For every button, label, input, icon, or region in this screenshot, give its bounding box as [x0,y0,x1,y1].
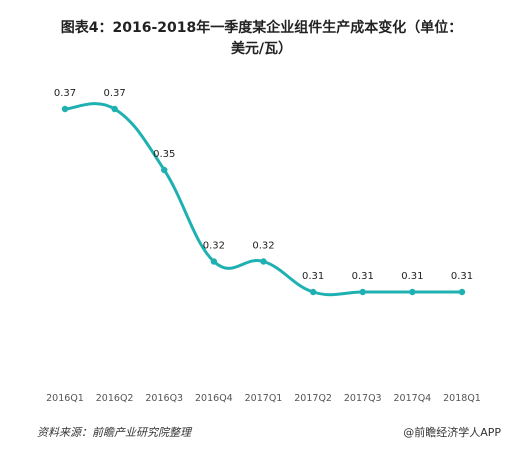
data-label: 0.35 [153,149,175,160]
data-point [210,258,218,265]
x-tick-label: 2016Q2 [96,393,134,404]
x-tick-label: 2017Q3 [344,393,382,404]
data-point [61,105,69,113]
x-tick-label: 2018Q1 [443,393,481,404]
data-point [359,288,366,296]
data-point [260,258,267,265]
x-tick-label: 2016Q3 [145,393,183,404]
data-point [458,288,466,296]
data-label: 0.37 [103,88,125,99]
x-tick-label: 2017Q4 [394,393,432,404]
chart-title: 图表4：2016-2018年一季度某企业组件生产成本变化（单位： 美元/瓦） [0,18,523,60]
data-label: 0.32 [252,241,274,252]
data-point [309,288,317,296]
source-note: 资料来源：前瞻产业研究院整理 [37,426,191,439]
x-tick-label: 2016Q4 [195,393,233,404]
data-label: 0.31 [302,271,324,282]
data-point [161,166,168,174]
x-tick-label: 2016Q1 [46,393,84,404]
chart-title-line-2: 美元/瓦） [230,41,293,57]
chart-title-line-1: 图表4：2016-2018年一季度某企业组件生产成本变化（单位： [60,20,463,36]
data-label: 0.32 [203,241,225,252]
series-line [63,102,464,297]
data-point [111,105,118,113]
credit-note: @前瞻经济学人APP [403,426,501,439]
data-label: 0.31 [401,271,423,282]
data-label: 0.37 [54,88,76,99]
data-label: 0.31 [352,271,374,282]
x-tick-label: 2017Q2 [294,393,332,404]
data-point [409,288,416,296]
x-tick-label: 2017Q1 [245,393,283,404]
data-label: 0.31 [451,271,473,282]
